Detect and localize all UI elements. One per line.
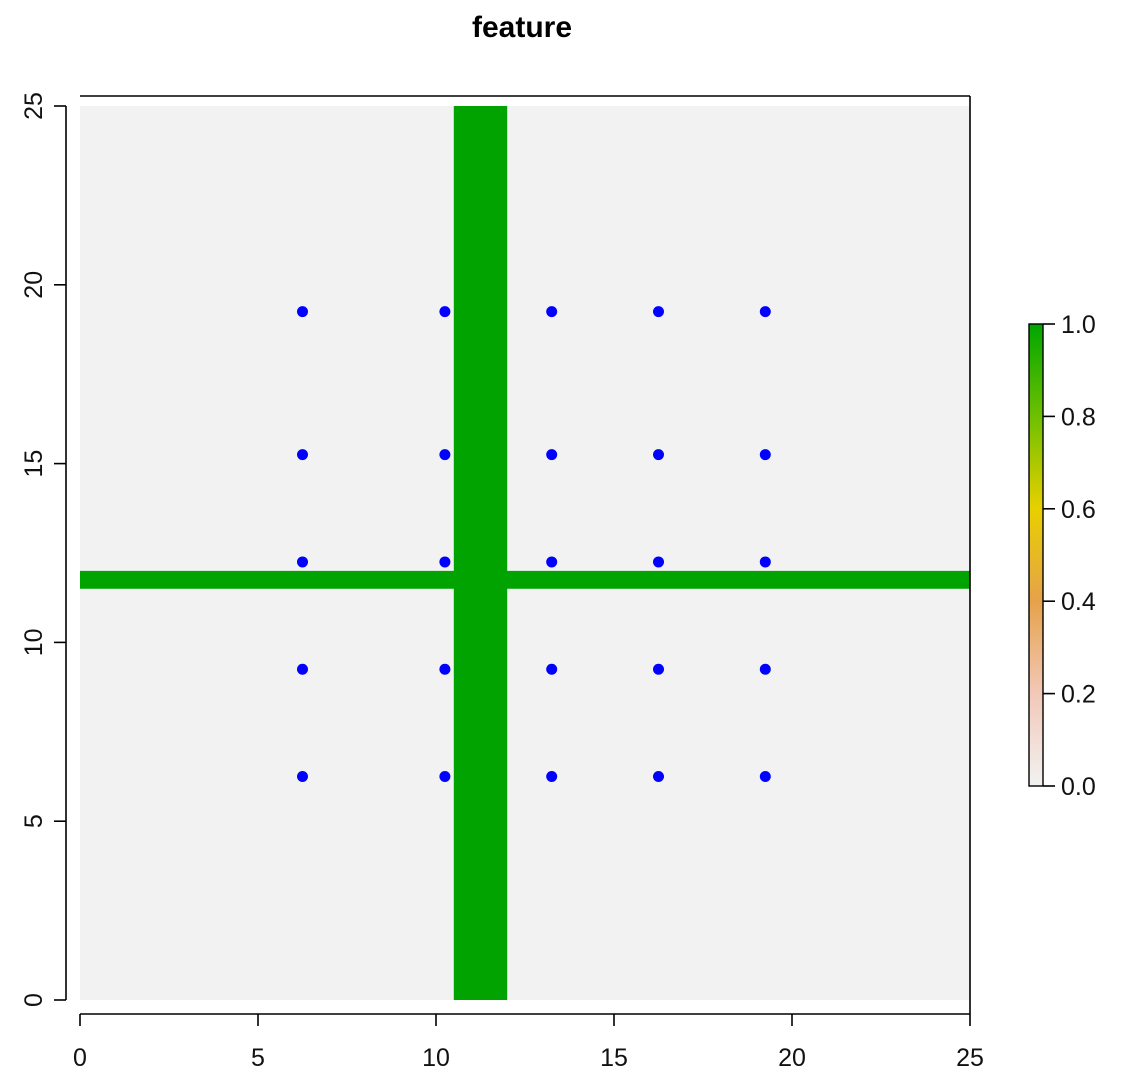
data-point [297, 556, 308, 568]
y-tick-label: 0 [20, 993, 48, 1007]
data-point [653, 449, 664, 461]
colorbar-tick-label: 1.0 [1061, 311, 1096, 339]
data-point [297, 306, 308, 318]
data-point [653, 771, 664, 782]
data-point [439, 449, 451, 461]
x-tick-label: 20 [778, 1044, 806, 1072]
data-point [759, 663, 771, 675]
data-point [653, 663, 664, 675]
y-tick-label: 15 [20, 450, 48, 478]
x-tick-label: 25 [956, 1044, 984, 1072]
data-point [439, 556, 451, 568]
x-tick-label: 10 [422, 1044, 450, 1072]
x-tick-label: 0 [73, 1044, 87, 1072]
data-point [759, 449, 771, 461]
data-point [439, 306, 451, 318]
data-point [546, 556, 558, 568]
y-tick-label: 20 [20, 271, 48, 299]
x-tick-label: 15 [600, 1044, 628, 1072]
colorbar-tick-label: 0.8 [1061, 403, 1096, 431]
data-point [546, 449, 558, 461]
y-axis: 0 5 10 15 20 25 [20, 92, 67, 1007]
data-point [546, 306, 558, 318]
colorbar-tick-label: 0.6 [1061, 496, 1096, 524]
x-tick-label: 5 [251, 1044, 265, 1072]
data-point [439, 663, 451, 675]
colorbar: 0.0 0.2 0.4 0.6 0.8 1.0 [1028, 311, 1096, 801]
data-point [759, 306, 771, 318]
feature-horizontal-stripe [80, 570, 970, 589]
data-point [546, 663, 558, 675]
data-point [653, 306, 664, 318]
data-point [759, 556, 771, 568]
data-point [546, 771, 558, 782]
plot-area [80, 95, 971, 1014]
y-tick-label: 10 [20, 628, 48, 656]
feature-vertical-stripe [453, 106, 508, 1000]
y-tick-label: 5 [20, 814, 48, 828]
raster-background [80, 106, 970, 1000]
colorbar-gradient [1028, 323, 1044, 787]
data-point [297, 663, 308, 675]
data-point [297, 771, 308, 782]
data-point [297, 449, 308, 461]
chart-title: feature [472, 11, 572, 44]
data-point [759, 771, 771, 782]
colorbar-tick-label: 0.4 [1061, 588, 1096, 616]
data-point [653, 556, 664, 568]
colorbar-tick-label: 0.2 [1061, 681, 1096, 709]
x-axis: 0 5 10 15 20 25 [73, 1013, 984, 1072]
data-point [439, 771, 451, 782]
colorbar-tick-label: 0.0 [1061, 773, 1096, 801]
y-tick-label: 25 [20, 92, 48, 120]
